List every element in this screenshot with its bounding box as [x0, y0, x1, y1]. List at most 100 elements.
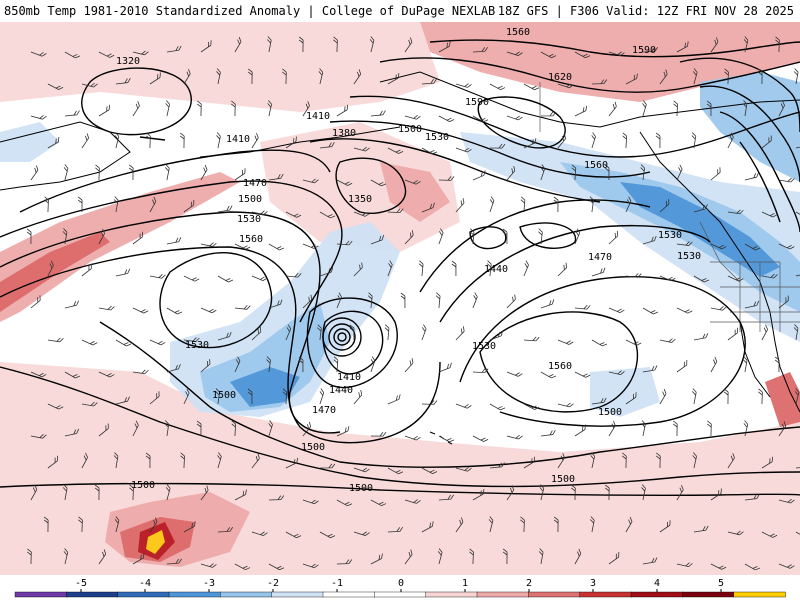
wind-barb [114, 132, 120, 149]
wind-barb [268, 173, 284, 181]
wind-barb [30, 371, 47, 378]
wind-barb [81, 452, 88, 469]
wind-barb [608, 51, 625, 56]
cold-anomaly-central-trough-max [230, 367, 300, 407]
wind-barb [538, 548, 544, 565]
wind-barb [523, 403, 540, 410]
contour-label: 1560 [584, 160, 608, 171]
colorbar-tick-label: 5 [718, 578, 724, 589]
wind-barb [267, 100, 272, 117]
warm-anomaly-central-core [380, 162, 450, 222]
colorbar-tick-label: -1 [331, 578, 343, 589]
wind-barb [268, 243, 285, 251]
wind-barb [149, 517, 158, 533]
wind-barb [775, 36, 780, 53]
wind-barb [455, 83, 472, 88]
contour-label: 1500 [131, 480, 155, 491]
wind-barb [676, 360, 688, 373]
wind-barb [778, 498, 795, 504]
wind-barb [469, 228, 475, 245]
wind-barb [659, 199, 670, 213]
contour-label: 1560 [239, 234, 263, 245]
wind-barb [506, 294, 516, 309]
wind-barb [435, 292, 441, 309]
wind-barb [349, 324, 355, 341]
wind-barb [557, 83, 574, 89]
warm-anomaly-mexico [765, 372, 800, 427]
wind-barb [642, 365, 658, 373]
wind-barb [146, 132, 151, 149]
wind-barb [319, 267, 334, 277]
wind-barb [404, 549, 413, 565]
wind-barb [591, 339, 608, 347]
wind-barb [625, 339, 642, 346]
wind-barb [641, 484, 646, 501]
wind-barb [30, 433, 47, 439]
wind-barb [353, 262, 363, 277]
wind-barb [285, 531, 302, 539]
wind-barb [793, 324, 799, 341]
wind-barb [353, 531, 370, 536]
wind-barb [165, 100, 170, 117]
wind-barb [217, 331, 232, 341]
contour-label: 1560 [548, 361, 572, 372]
wind-barb [302, 421, 311, 437]
wind-barb [78, 516, 83, 533]
wind-barb [455, 198, 465, 213]
wind-barb [251, 133, 259, 149]
wind-barb [47, 83, 64, 90]
wind-barb [149, 391, 160, 405]
warm-anomaly-west-core [0, 232, 110, 312]
wind-barb [744, 563, 761, 571]
wind-barb [298, 356, 304, 373]
wind-barb [115, 339, 132, 347]
colorbar-ticks: -5 -4 -3 -2 -1 0 1 2 3 4 5 [75, 578, 724, 592]
contour-label: 1440 [484, 264, 508, 275]
warm-anomaly-central [260, 122, 460, 252]
wind-barb [557, 133, 566, 149]
wind-barb [113, 452, 119, 469]
colorbar-segment [168, 591, 222, 598]
colorbar-segment [528, 591, 581, 598]
wind-barb [502, 228, 508, 245]
colorbar-segment [14, 591, 68, 598]
wind-barb [574, 371, 591, 378]
wind-barb [234, 305, 251, 310]
wind-barb [302, 178, 319, 184]
wind-barb [266, 356, 271, 373]
wind-barb [200, 242, 217, 247]
wind-barb [710, 306, 727, 311]
wind-barb [421, 467, 438, 474]
wind-barb [642, 557, 658, 565]
model-run-info: 18Z GFS | F306 Valid: 12Z FRI NOV 28 202… [497, 4, 794, 18]
wind-barb [693, 204, 708, 213]
wind-barb [64, 51, 81, 59]
wind-barb [795, 462, 800, 469]
wind-barb [421, 400, 438, 405]
wind-barb [336, 104, 349, 117]
wind-barb [523, 456, 536, 469]
wind-barb [367, 292, 373, 309]
coastlines [0, 71, 800, 445]
colorbar-segment [476, 591, 530, 598]
wind-barb [659, 69, 668, 85]
wind-barb [625, 273, 642, 278]
wind-barb [98, 549, 107, 565]
contour-labels: 1320 1410 1380 1410 1500 1530 1590 1560 … [116, 27, 701, 494]
wind-barb [540, 111, 557, 117]
wind-barb [234, 489, 247, 501]
wind-barb [26, 228, 32, 245]
wind-barb [132, 231, 143, 245]
wind-barb [557, 262, 567, 277]
colorbar-tick-label: -3 [203, 578, 215, 589]
wind-barb [523, 260, 529, 277]
wind-barb [132, 101, 140, 117]
wind-barb [676, 562, 693, 568]
wind-barb [285, 272, 302, 278]
wind-barb [180, 452, 185, 469]
wind-barb [183, 68, 191, 85]
wind-barb [370, 431, 387, 437]
contour-label: 1500 [398, 124, 422, 135]
contour-label: 1350 [348, 194, 372, 205]
wind-barb [540, 51, 557, 59]
